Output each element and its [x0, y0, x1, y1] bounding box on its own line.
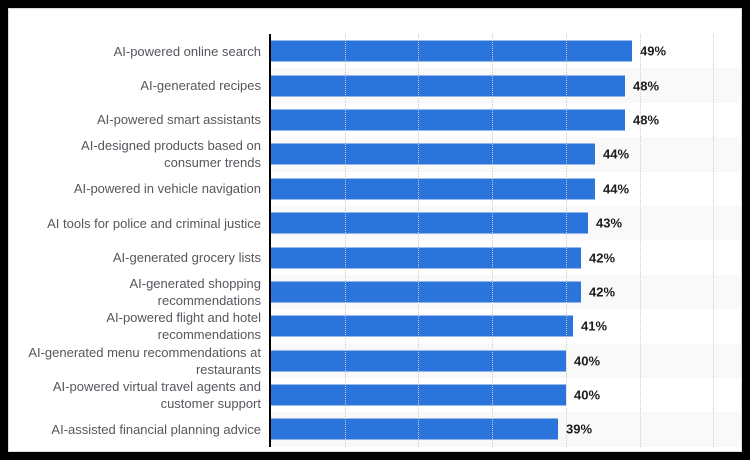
category-label: AI-generated shopping recommendations [9, 275, 271, 309]
bar [271, 178, 595, 200]
bar [271, 75, 625, 97]
value-label: 42% [589, 250, 616, 266]
chart-row: AI-generated grocery lists 42% [9, 240, 741, 274]
value-label: 40% [574, 353, 601, 369]
chart-row: AI-generated recipes 48% [9, 68, 741, 103]
category-label: AI-powered flight and hotel recommendatio… [9, 309, 271, 343]
category-label-line: AI-powered flight and hotel [106, 310, 261, 326]
category-label: AI tools for police and criminal justice [9, 206, 271, 240]
bar-track: 40% [271, 378, 741, 412]
chart-row: AI-generated shopping recommendations 42% [9, 274, 741, 310]
y-axis-line [269, 34, 271, 447]
bar-track: 48% [271, 103, 741, 137]
category-label-line: consumer trends [164, 155, 261, 171]
category-label-line: AI-powered in vehicle navigation [73, 181, 261, 197]
category-label-line: restaurants [195, 361, 261, 377]
chart-row: AI-assisted financial planning advice 39% [9, 412, 741, 447]
category-label-line: AI-generated recipes [140, 78, 261, 94]
bar [271, 40, 632, 62]
category-label-line: AI-powered virtual travel agents and [52, 379, 261, 395]
value-label: 44% [603, 146, 630, 162]
bar-track: 44% [271, 137, 741, 172]
category-label-line: recommendations [157, 327, 261, 343]
category-label: AI-powered smart assistants [9, 103, 271, 137]
chart-rows: AI-powered online search 49% AI-generated … [9, 34, 741, 447]
bar-track: 49% [271, 34, 741, 68]
bar [271, 247, 581, 269]
value-label: 44% [603, 181, 630, 197]
bar-track: 39% [271, 412, 741, 447]
chart-row: AI-powered online search 49% [9, 34, 741, 68]
chart-row: AI-powered virtual travel agents and cust… [9, 378, 741, 412]
bar-track: 41% [271, 309, 741, 343]
value-label: 39% [566, 421, 593, 437]
category-label: AI-powered in vehicle navigation [9, 172, 271, 206]
bar [271, 143, 595, 165]
category-label-line: AI-generated menu recommendations at [28, 344, 261, 360]
category-label-line: AI tools for police and criminal justice [47, 215, 261, 231]
bar [271, 212, 588, 234]
value-label: 40% [574, 387, 601, 403]
category-label: AI-assisted financial planning advice [9, 412, 271, 446]
bar [271, 315, 573, 337]
bar-track: 43% [271, 205, 741, 241]
category-label-line: recommendations [157, 292, 261, 308]
category-label-line: AI-powered smart assistants [96, 112, 261, 128]
bar-chart: AI-powered online search 49% AI-generated … [9, 34, 741, 447]
chart-row: AI-powered in vehicle navigation 44% [9, 172, 741, 206]
category-label-line: AI-assisted financial planning advice [51, 421, 261, 437]
value-label: 48% [633, 112, 660, 128]
bar [271, 109, 625, 131]
bar [271, 350, 566, 372]
value-label: 43% [596, 215, 623, 231]
chart-row: AI tools for police and criminal justice… [9, 205, 741, 241]
category-label-line: AI-generated shopping [129, 275, 261, 291]
bar-track: 42% [271, 274, 741, 310]
bar [271, 384, 566, 406]
bar-track: 48% [271, 68, 741, 103]
category-label: AI-powered online search [9, 34, 271, 68]
category-label-line: AI-generated grocery lists [112, 250, 261, 266]
category-label: AI-powered virtual travel agents and cust… [9, 378, 271, 412]
category-label: AI-generated recipes [9, 68, 271, 102]
chart-row: AI-powered flight and hotel recommendatio… [9, 309, 741, 343]
value-label: 48% [633, 78, 660, 94]
category-label-line: AI-designed products based on [81, 138, 261, 154]
chart-row: AI-powered smart assistants 48% [9, 103, 741, 137]
bar [271, 281, 581, 303]
value-label: 42% [589, 284, 616, 300]
chart-row: AI-generated menu recommendations at rest… [9, 343, 741, 378]
bar-track: 40% [271, 343, 741, 378]
chart-row: AI-designed products based on consumer tr… [9, 137, 741, 172]
value-label: 49% [640, 43, 667, 59]
chart-card: AI-powered online search 49% AI-generated … [8, 8, 742, 452]
bar-track: 44% [271, 172, 741, 206]
bar-track: 42% [271, 240, 741, 274]
value-label: 41% [581, 318, 608, 334]
category-label-line: AI-powered online search [113, 43, 261, 59]
category-label: AI-generated menu recommendations at rest… [9, 344, 271, 378]
category-label: AI-designed products based on consumer tr… [9, 137, 271, 171]
category-label: AI-generated grocery lists [9, 240, 271, 274]
bar [271, 418, 558, 440]
category-label-line: customer support [160, 396, 261, 412]
